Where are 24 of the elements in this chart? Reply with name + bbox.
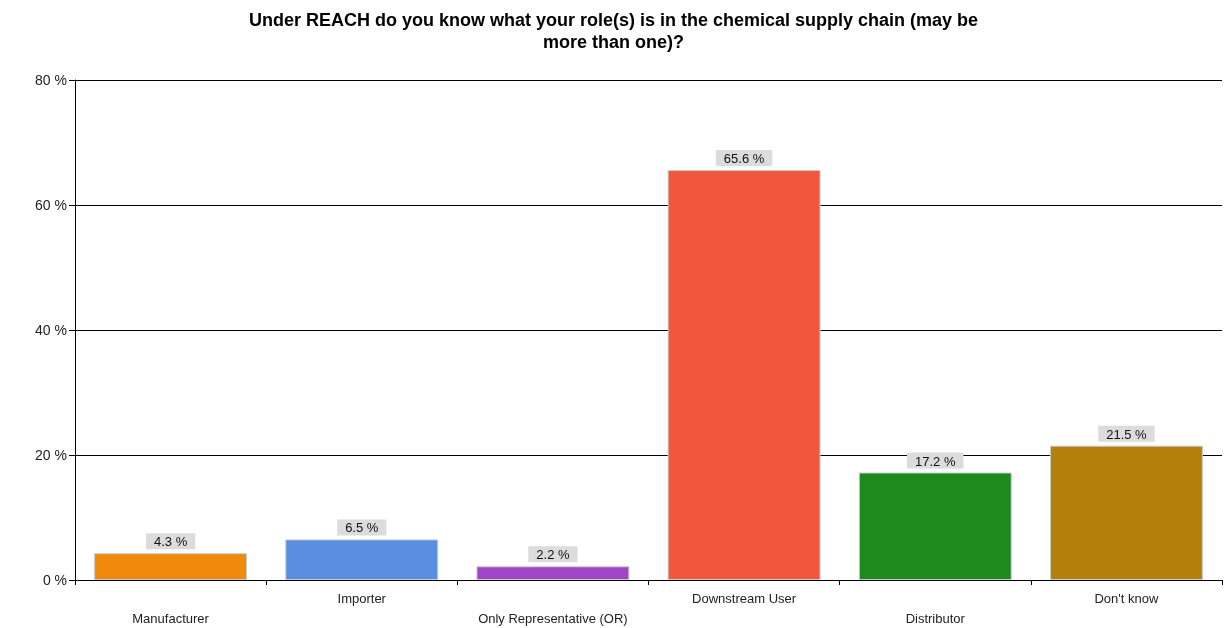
chart-title: Under REACH do you know what your role(s) is in the chemical supply chain (may be more than one)? [248, 10, 979, 52]
x-tick-label: Downstream User [692, 590, 797, 606]
x-tick-label: Manufacturer [132, 610, 210, 626]
y-tick-label: 60 % [35, 197, 67, 213]
y-tick-label: 20 % [35, 447, 67, 463]
data-label: 4.3 % [153, 534, 188, 550]
bar [1049, 445, 1203, 580]
bar [667, 170, 821, 580]
bar [285, 539, 439, 580]
x-tick-label: Only Representative (OR) [478, 610, 628, 626]
bar [476, 566, 630, 580]
x-tick-label: Distributor [905, 610, 966, 626]
data-label: 21.5 % [1106, 426, 1148, 442]
x-tick-label: Don't know [1094, 590, 1159, 606]
data-label: 17.2 % [915, 453, 956, 469]
bar [858, 472, 1012, 580]
bar [94, 553, 248, 580]
y-tick-label: 0 % [42, 572, 67, 588]
data-label: 2.2 % [536, 547, 570, 563]
data-label: 6.5 % [345, 520, 379, 536]
y-tick-label: 40 % [35, 322, 67, 338]
data-label: 65.6 % [723, 151, 765, 166]
x-tick-label: Importer [337, 590, 387, 606]
y-tick-label: 80 % [35, 72, 67, 88]
